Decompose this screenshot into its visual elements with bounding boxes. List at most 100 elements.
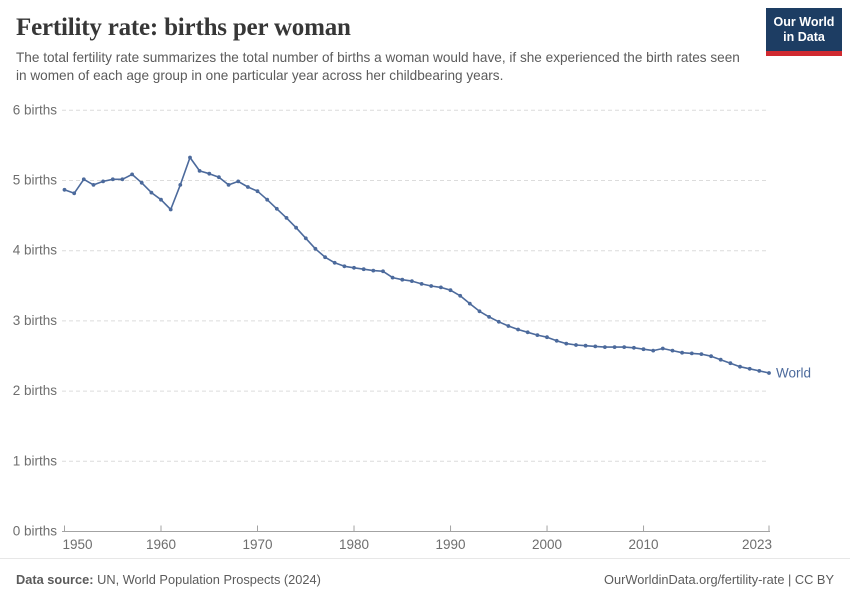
y-tick-label: 5 births — [13, 173, 58, 188]
data-point[interactable] — [728, 361, 733, 366]
data-point[interactable] — [651, 348, 656, 353]
x-tick-label: 1980 — [339, 537, 369, 552]
data-point[interactable] — [612, 345, 617, 349]
data-point[interactable] — [400, 277, 405, 282]
data-point[interactable] — [689, 351, 694, 356]
y-tick-label: 0 births — [13, 524, 58, 539]
data-point[interactable] — [574, 343, 578, 347]
data-point[interactable] — [477, 309, 482, 314]
x-tick-label: 1960 — [146, 537, 176, 552]
data-point[interactable] — [390, 275, 395, 280]
y-tick-label: 3 births — [13, 313, 58, 328]
data-point[interactable] — [313, 246, 318, 251]
data-point[interactable] — [680, 350, 684, 355]
data-point[interactable] — [458, 293, 463, 298]
data-point[interactable] — [303, 236, 308, 241]
owid-logo-line1: Our World — [773, 15, 835, 29]
data-point[interactable] — [583, 343, 588, 348]
data-source-value: UN, World Population Prospects (2024) — [97, 572, 321, 587]
data-point[interactable] — [603, 345, 607, 349]
data-point[interactable] — [757, 369, 762, 373]
data-point[interactable] — [226, 183, 231, 187]
world-series-line[interactable] — [64, 156, 770, 374]
data-point[interactable] — [342, 264, 347, 269]
x-tick-label: 2023 — [742, 537, 772, 552]
data-point[interactable] — [91, 183, 96, 187]
data-point[interactable] — [274, 206, 279, 211]
data-point[interactable] — [265, 197, 270, 202]
data-point[interactable] — [361, 267, 366, 272]
y-tick-label: 1 births — [13, 453, 58, 468]
data-point[interactable] — [467, 301, 472, 306]
data-point[interactable] — [130, 172, 135, 177]
data-point[interactable] — [149, 190, 154, 195]
data-point[interactable] — [718, 357, 723, 362]
data-point[interactable] — [323, 255, 327, 260]
y-tick-label: 6 births — [13, 102, 58, 117]
data-point[interactable] — [62, 187, 67, 192]
data-point[interactable] — [197, 169, 202, 173]
data-point[interactable] — [332, 260, 337, 265]
data-point[interactable] — [622, 345, 627, 349]
data-point[interactable] — [284, 216, 289, 220]
x-tick-label: 1990 — [436, 537, 466, 552]
data-point[interactable] — [120, 177, 125, 182]
data-point[interactable] — [246, 185, 250, 189]
data-point[interactable] — [101, 179, 105, 184]
data-point[interactable] — [709, 354, 713, 359]
x-tick-label: 2010 — [629, 537, 659, 552]
data-point[interactable] — [419, 282, 424, 286]
data-point[interactable] — [207, 171, 212, 176]
data-point[interactable] — [545, 335, 549, 340]
data-point[interactable] — [236, 179, 241, 184]
data-point[interactable] — [168, 207, 173, 212]
chart-header: Fertility rate: births per woman The tot… — [0, 0, 850, 84]
data-point[interactable] — [564, 341, 569, 346]
data-point[interactable] — [593, 344, 598, 349]
data-point[interactable] — [516, 327, 520, 332]
data-point[interactable] — [381, 269, 385, 274]
data-point[interactable] — [496, 319, 501, 324]
chart-footer: Data source: UN, World Population Prospe… — [0, 558, 850, 600]
data-point[interactable] — [371, 268, 376, 273]
data-point[interactable] — [352, 265, 356, 270]
owid-logo[interactable]: Our World in Data — [766, 8, 842, 56]
series-end-label[interactable]: World — [776, 366, 811, 381]
data-point[interactable] — [506, 324, 511, 328]
data-point[interactable] — [448, 288, 453, 293]
data-point[interactable] — [439, 285, 443, 290]
data-point[interactable] — [139, 180, 144, 185]
data-source: Data source: UN, World Population Prospe… — [16, 572, 321, 587]
data-point[interactable] — [699, 352, 704, 356]
data-point[interactable] — [660, 346, 665, 351]
data-point[interactable] — [747, 366, 752, 371]
data-point[interactable] — [554, 338, 559, 343]
x-tick-label: 1970 — [242, 537, 272, 552]
chart-subtitle: The total fertility rate summarizes the … — [16, 50, 740, 83]
data-point[interactable] — [738, 364, 742, 369]
data-point[interactable] — [159, 197, 163, 202]
y-tick-label: 2 births — [13, 383, 58, 398]
data-point[interactable] — [110, 177, 115, 182]
data-point[interactable] — [487, 315, 491, 319]
data-point[interactable] — [410, 279, 414, 283]
data-point[interactable] — [429, 284, 434, 288]
data-point[interactable] — [670, 348, 675, 353]
data-point[interactable] — [294, 225, 298, 230]
data-point[interactable] — [255, 189, 260, 194]
data-point[interactable] — [188, 155, 192, 160]
data-point[interactable] — [178, 183, 183, 187]
data-point[interactable] — [767, 371, 771, 375]
data-point[interactable] — [72, 191, 77, 196]
data-point[interactable] — [535, 333, 540, 337]
footer-link[interactable]: OurWorldinData.org/fertility-rate | CC B… — [604, 572, 834, 587]
data-point[interactable] — [632, 345, 636, 350]
data-point[interactable] — [525, 330, 530, 335]
y-tick-label: 4 births — [13, 243, 58, 258]
data-point[interactable] — [81, 177, 86, 182]
data-point[interactable] — [217, 175, 221, 180]
data-point[interactable] — [641, 347, 646, 352]
chart-title: Fertility rate: births per woman — [16, 14, 351, 41]
